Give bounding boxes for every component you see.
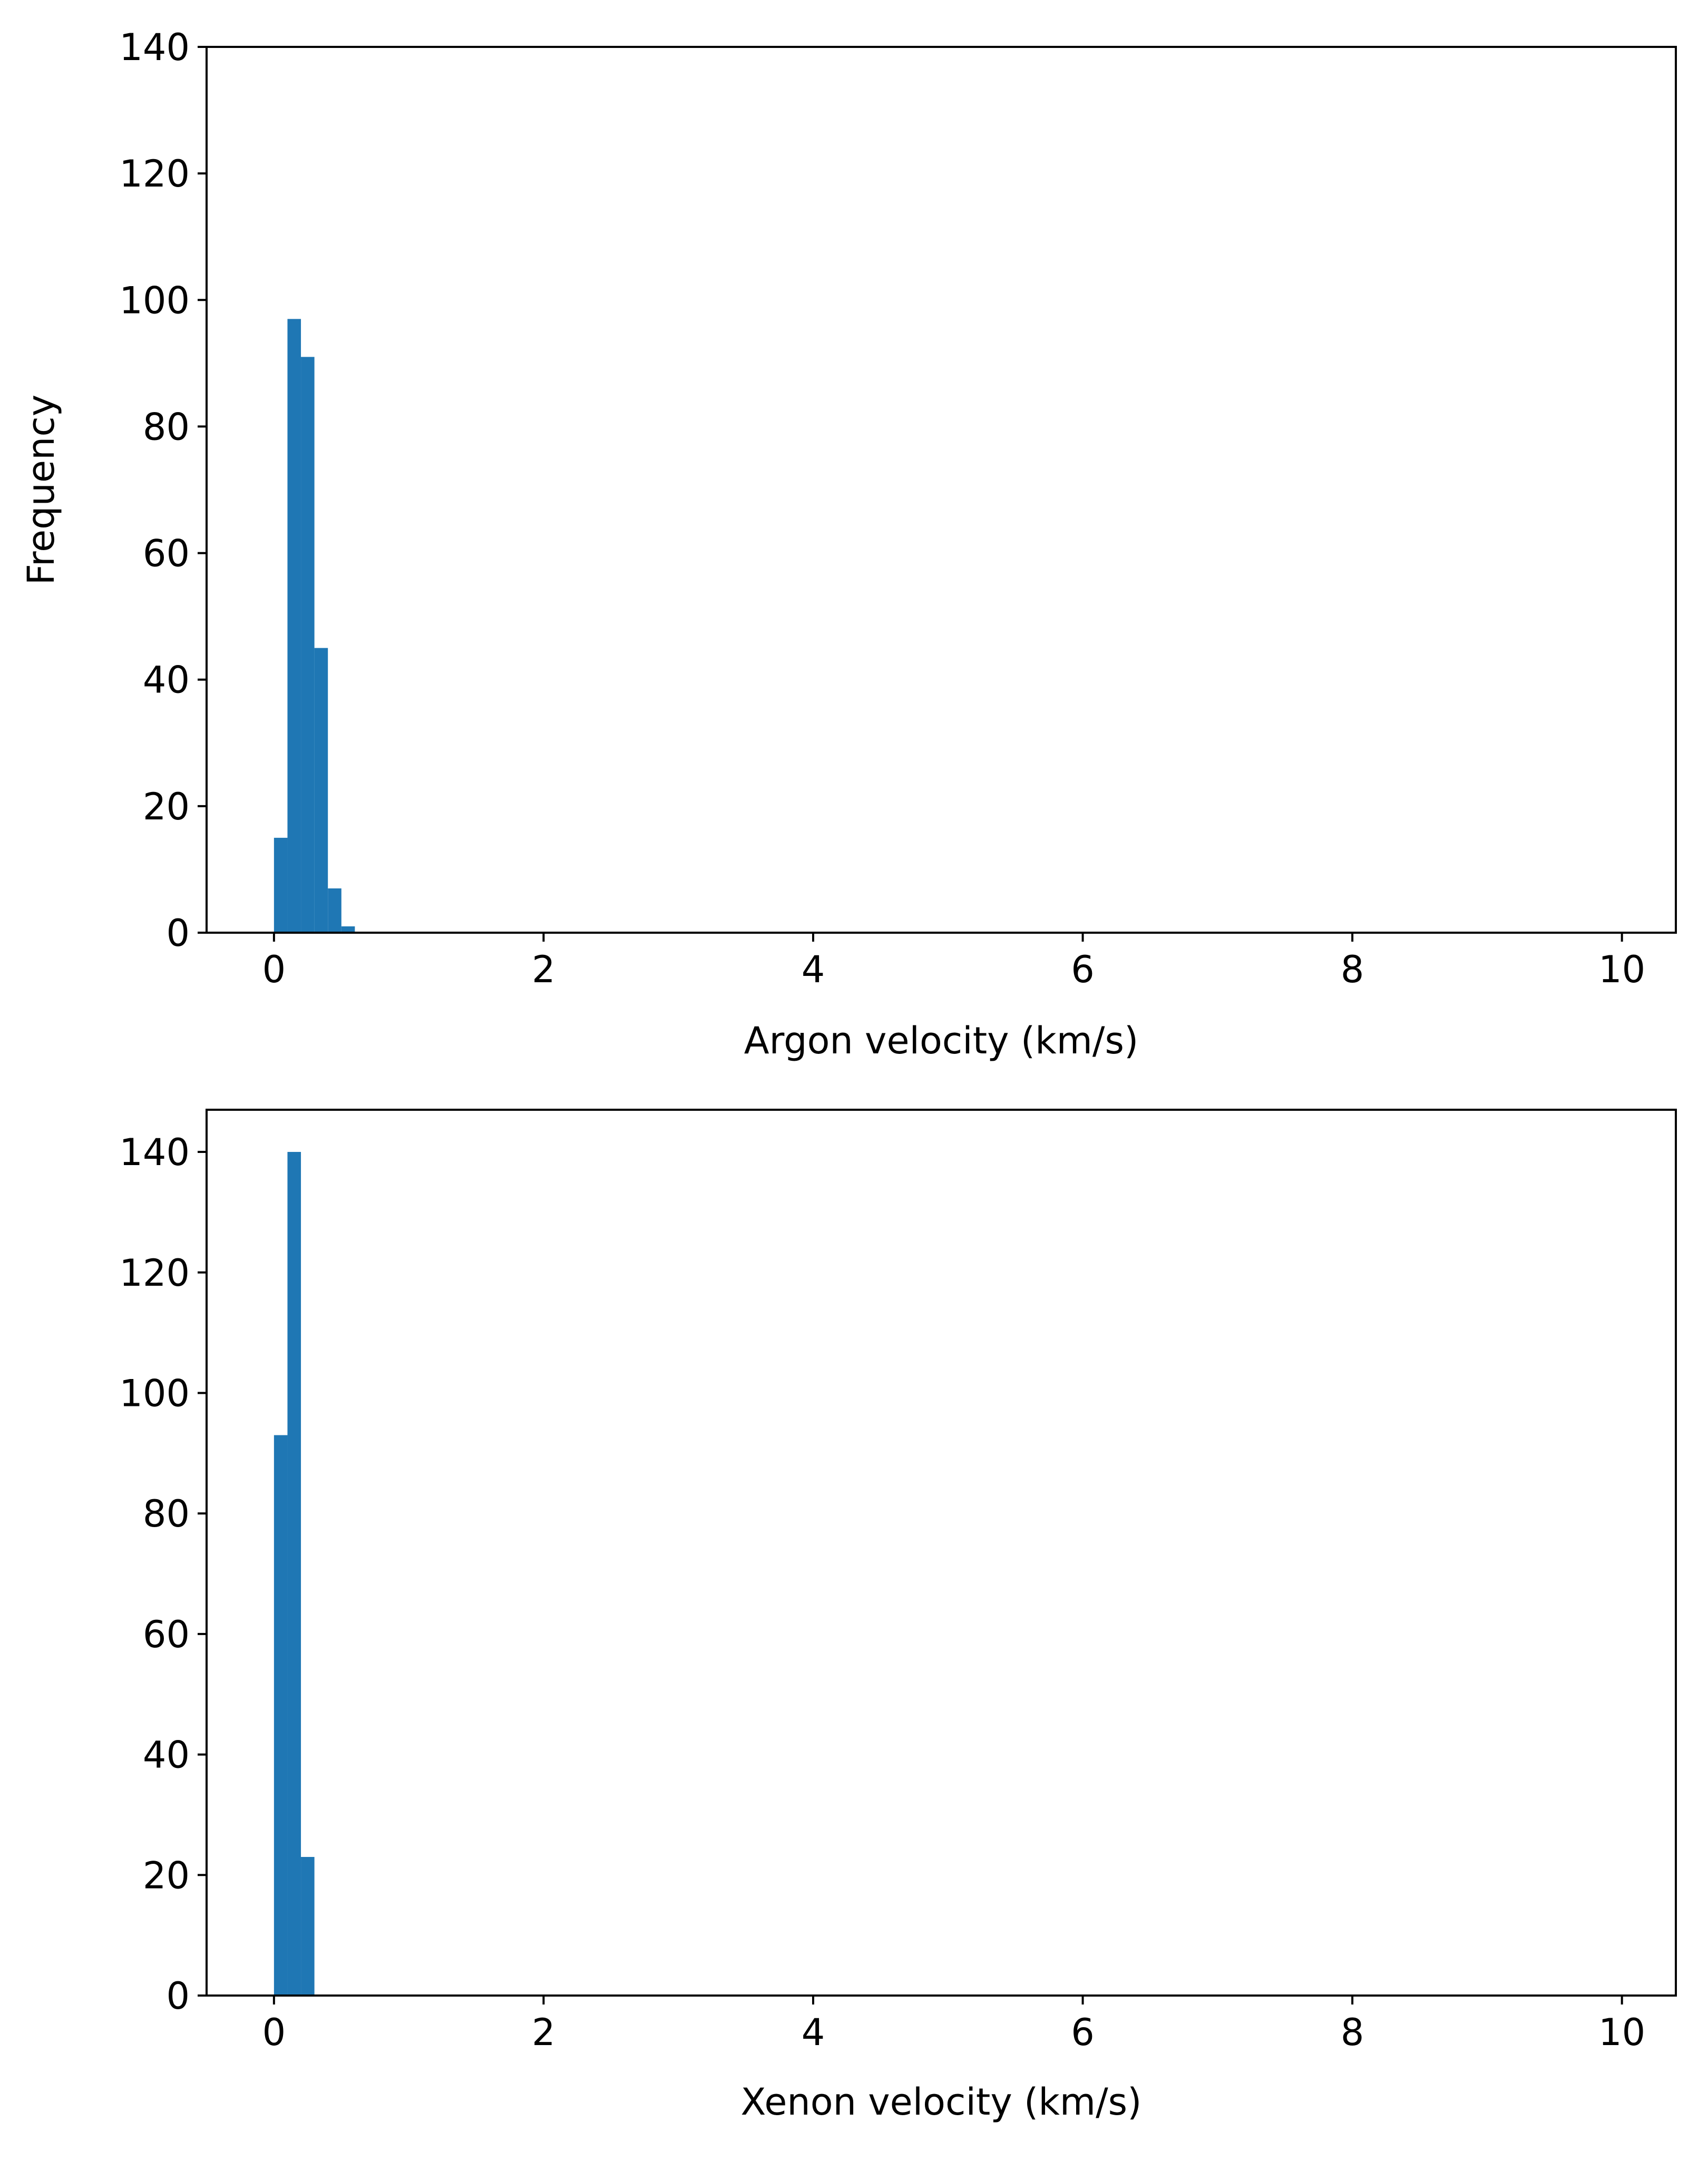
histogram-bar [287,1152,301,1996]
histogram-bar [274,837,288,933]
histogram-bar [301,1856,315,1996]
y-tick-label: 140 [119,26,190,69]
x-tick-label: 4 [802,2011,825,2054]
y-tick-label: 140 [119,1131,190,1174]
x-tick-label: 8 [1341,948,1364,991]
histogram-bar [341,926,355,933]
y-tick-label: 0 [166,912,190,955]
y-tick-label: 20 [143,785,190,828]
x-tick-label: 0 [262,2011,286,2054]
y-tick-label: 20 [143,1854,190,1897]
histogram-bar [287,319,301,933]
x-tick-label: 0 [262,948,286,991]
histogram-bar [328,888,341,933]
y-tick-label: 120 [119,152,190,195]
y-tick-label: 40 [143,659,190,702]
y-tick-label: 100 [119,1372,190,1415]
y-tick-label: 120 [119,1251,190,1295]
x-tick-label: 8 [1341,2011,1364,2054]
x-tick-label: 4 [802,948,825,991]
y-tick-label: 60 [143,532,190,575]
axes-frame [206,46,1677,934]
x-axis-label: Argon velocity (km/s) [744,1019,1139,1062]
histogram-bar [274,1435,288,1996]
x-tick-label: 10 [1598,2011,1645,2054]
axes-frame [206,1109,1677,1997]
y-tick-label: 100 [119,279,190,322]
x-tick-label: 2 [532,2011,555,2054]
y-tick-label: 0 [166,1974,190,2018]
y-tick-label: 60 [143,1613,190,1656]
x-tick-label: 2 [532,948,555,991]
y-tick-label: 80 [143,405,190,448]
x-tick-label: 10 [1598,948,1645,991]
y-tick-label: 80 [143,1492,190,1536]
x-tick-label: 6 [1071,2011,1095,2054]
x-axis-label: Xenon velocity (km/s) [741,2080,1142,2124]
histogram-bar [314,648,328,933]
y-tick-label: 40 [143,1734,190,1777]
histogram-bar [301,357,315,933]
y-axis-label: Frequency [19,395,63,585]
x-tick-label: 6 [1071,948,1095,991]
